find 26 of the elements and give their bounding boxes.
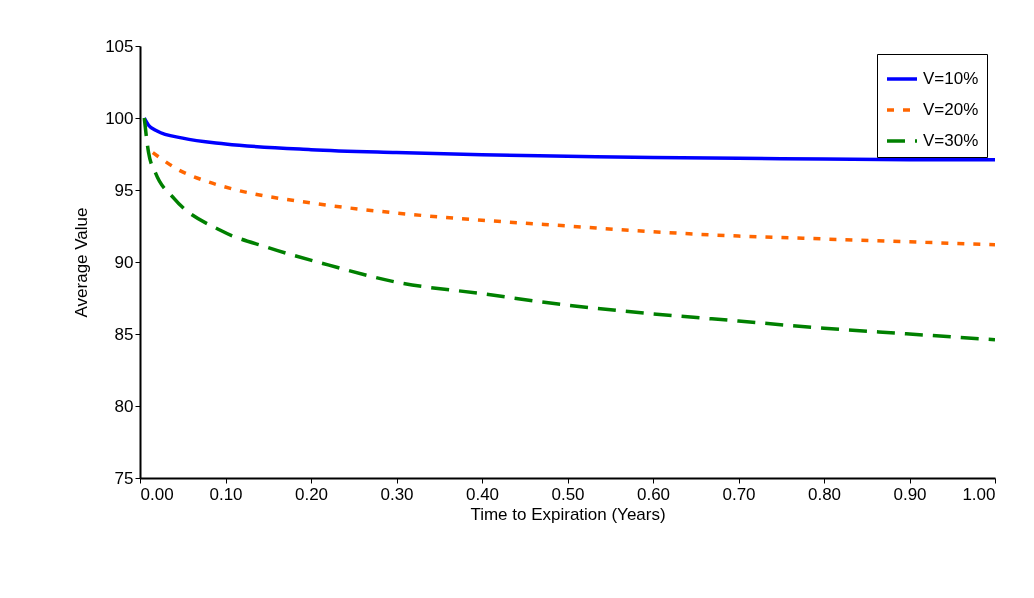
x-tick-label: 0.10 [209,484,243,504]
legend-label: V=30% [923,131,979,150]
y-axis-title: Average Value [72,207,92,318]
x-tick-label: 0.20 [294,484,329,504]
line-series [142,116,995,162]
x-tick-label: 1.00 [962,484,996,504]
x-tick-label: 0.00 [140,484,174,504]
x-tick-label: 0.50 [551,484,585,504]
x-tick-label: 0.30 [380,484,414,504]
x-tick-label: 0.60 [636,484,671,504]
y-tick-label: 80 [114,396,134,416]
legend-label: V=10% [923,69,979,88]
line-series [142,116,995,342]
y-tick-label: 100 [105,108,134,128]
line-series [151,150,995,247]
y-tick-label: 105 [105,36,134,56]
x-tick-label: 0.80 [807,484,842,504]
y-tick-label: 85 [114,324,134,344]
y-tick-label: 95 [114,180,134,200]
x-tick-label: 0.70 [722,484,756,504]
y-tick-label: 75 [114,468,134,488]
x-tick-label: 0.40 [465,484,500,504]
x-axis-title: Time to Expiration (Years) [470,504,666,524]
legend-label: V=20% [923,100,979,119]
x-tick-label: 0.90 [893,484,927,504]
y-tick-label: 90 [114,252,134,272]
